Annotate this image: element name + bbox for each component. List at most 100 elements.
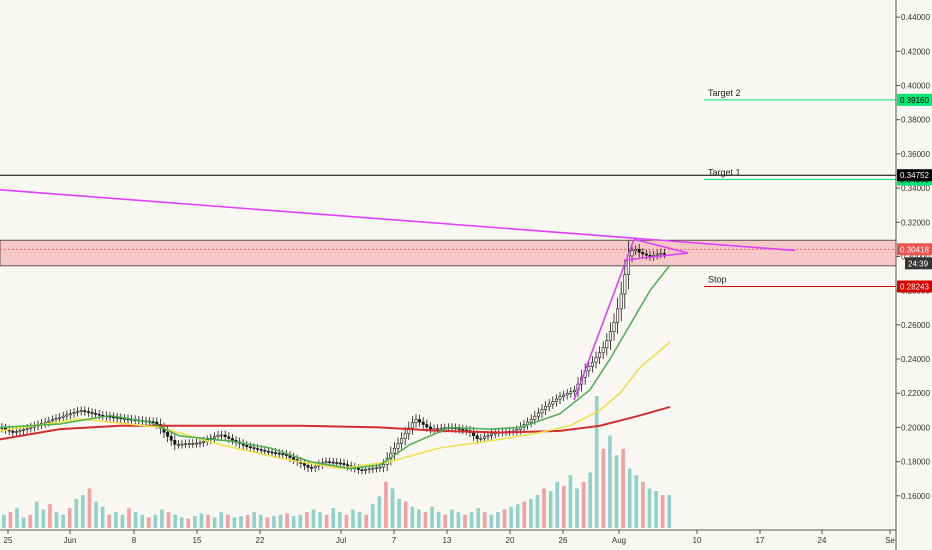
candle-body [547, 403, 551, 407]
candle-body [338, 462, 342, 465]
candle-body [619, 293, 623, 310]
level-price-tag [897, 93, 932, 106]
volume-bar [377, 496, 382, 528]
volume-bar [601, 448, 606, 528]
volume-bar [588, 472, 592, 528]
candle-body [529, 419, 533, 423]
volume-bar [575, 488, 579, 528]
countdown-text: 24:39 [908, 259, 929, 268]
volume-bar [621, 448, 625, 528]
candle-body [166, 431, 170, 437]
candle-body [601, 347, 605, 354]
candle-body [25, 427, 29, 430]
candle-body [187, 443, 191, 445]
reference-price-text: 0.34752 [900, 171, 929, 180]
candle-body [342, 463, 346, 465]
candle-body [475, 435, 479, 440]
candle-body [47, 420, 51, 423]
volume-bar [496, 512, 500, 528]
trendline [633, 238, 689, 254]
volume-bar [166, 512, 171, 528]
candle-body [598, 352, 602, 358]
candle-body [608, 331, 612, 342]
volume-bar [160, 509, 164, 528]
candle-body [230, 438, 234, 441]
volume-bar [338, 512, 342, 528]
candle-body [68, 413, 72, 416]
y-tick-label: 0.30000 [901, 252, 930, 261]
volume-bar [94, 501, 98, 528]
volume-bar [298, 514, 303, 528]
candle-body [472, 432, 476, 436]
volume-bar [226, 514, 230, 528]
candle-body [97, 414, 101, 416]
price-axis-background [896, 0, 932, 550]
x-tick-label: 25 [4, 536, 13, 545]
volume-bar [324, 514, 329, 528]
candle-body [173, 439, 177, 445]
candle-body [169, 435, 173, 441]
candle-body [414, 419, 418, 424]
candle-body [407, 427, 411, 434]
x-tick-label: Jul [336, 536, 346, 545]
volume-bar [548, 491, 553, 528]
volume-bar [48, 504, 52, 528]
candle-body [306, 465, 310, 468]
volume-bar [81, 495, 85, 528]
candle-body [86, 411, 90, 413]
trendlines-layer [0, 188, 796, 401]
candle-body [490, 433, 494, 436]
candle-body [641, 252, 645, 255]
volume-bar [469, 512, 474, 528]
volume-bar [463, 514, 467, 528]
level-label: Target 2 [708, 88, 741, 98]
volume-bar [634, 475, 639, 528]
candle-body [544, 406, 548, 410]
price-axis[interactable]: 0.16000 0.18000 0.20000 0.22000 0.24000 0.260… [896, 13, 930, 501]
candle-body [29, 426, 33, 429]
volume-bar [390, 488, 395, 528]
candle-body [482, 436, 486, 439]
volume-bar [351, 509, 355, 528]
volume-bar [245, 514, 250, 528]
candle-body [572, 389, 576, 393]
y-tick-label: 0.22000 [901, 389, 930, 398]
volume-bar [489, 514, 494, 528]
volume-bar [252, 512, 256, 528]
time-axis[interactable]: 25 Jun 8 15 22 Jul 7 13 20 26 Aug 10 17 24 Se [4, 530, 896, 545]
x-tick-label: 10 [693, 536, 702, 545]
candle-body [245, 445, 249, 447]
x-tick-label: 7 [392, 536, 397, 545]
volume-bar [285, 513, 289, 528]
volume-bar [529, 498, 533, 528]
volume-bar [357, 512, 362, 528]
volume-bar [370, 504, 375, 528]
volume-bar [8, 512, 13, 528]
level-label: Stop [708, 274, 727, 284]
candle-body [403, 433, 407, 440]
level-price-text: 0.28243 [900, 282, 929, 291]
volume-bar [594, 396, 599, 528]
candle-body [184, 443, 188, 446]
volume-bar [482, 512, 487, 528]
candle-body [223, 434, 227, 438]
y-tick-label: 0.34000 [901, 184, 930, 193]
candle-body [227, 436, 231, 439]
volume-bar [331, 508, 336, 528]
volume-bar [146, 517, 151, 528]
x-tick-label: 20 [506, 536, 515, 545]
x-tick-label: 17 [756, 536, 765, 545]
candle-body [479, 437, 483, 440]
candle-body [515, 429, 519, 432]
candle-body [324, 461, 328, 464]
volume-bar [28, 514, 32, 528]
volume-bar [291, 516, 296, 528]
candle-body [270, 451, 274, 454]
candle-body [623, 274, 627, 295]
candle-body [292, 457, 296, 460]
candle-body [79, 410, 83, 412]
volume-bar [100, 506, 105, 528]
